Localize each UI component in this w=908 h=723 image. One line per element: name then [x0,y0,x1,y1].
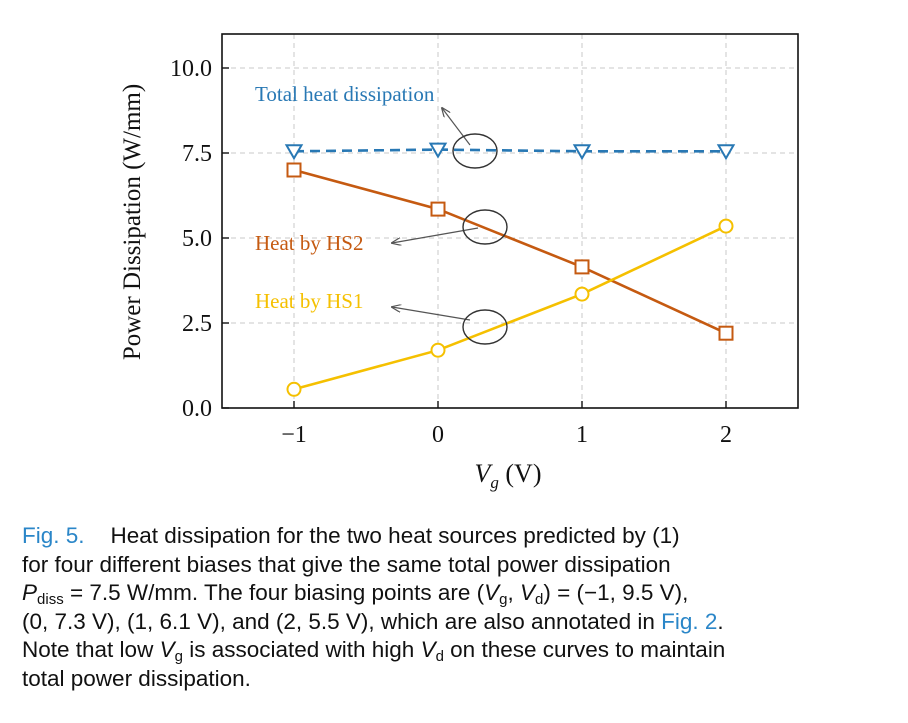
annotation-arrow [442,108,471,146]
data-point-circle [286,381,302,397]
data-point-square [286,162,302,178]
y-axis-label: Power Dissipation (W/mm) [119,84,146,360]
plot-frame [221,33,799,409]
data-point-triangle [284,144,304,161]
annotation-arrow [392,307,471,321]
series-label: Total heat dissipation [255,82,435,106]
x-tick-label: 2 [720,422,732,448]
data-point-circle [718,218,734,234]
data-point-square [718,325,734,341]
y-tick-label: 7.5 [182,141,212,167]
y-tick-label: 10.0 [170,56,212,82]
ticks: −1 0 1 2 0.0 2.5 5.0 7.5 10.0 [170,56,732,448]
annotation-ellipse [462,309,508,345]
series-heat-by-hs2 [286,162,734,341]
caption-line-6: total power dissipation. [22,665,251,691]
caption-line-5: Note that low Vg is associated with high… [22,637,726,665]
series-label: Heat by HS1 [255,289,364,313]
caption-line-1: Fig. 5. Heat dissipation for the two heat… [22,523,680,548]
x-axis-label: Vg (V) [475,459,542,492]
caption-line-2: for four different biases that give the … [22,551,671,577]
annotations: Total heat dissipation Heat by HS2 Heat by… [255,82,508,345]
figure-2-link[interactable]: Fig. 2 [661,608,718,634]
power-dissipation-chart: −1 0 1 2 0.0 2.5 5.0 7.5 10.0 Total heat dissipa… [119,33,799,492]
data-point-square [430,201,446,217]
data-point-circle [574,286,590,302]
series-layer [284,142,736,397]
caption-line-3: Pdiss = 7.5 W/mm. The four biasing point… [22,580,689,608]
annotation-ellipse [452,133,498,169]
series-heat-by-hs1 [286,218,734,397]
y-tick-label: 2.5 [182,311,212,337]
y-tick-label: 5.0 [182,226,212,252]
series-total-heat-dissipation [284,142,736,161]
series-line [293,148,726,153]
x-tick-label: 0 [432,422,444,448]
series-line [293,168,727,335]
series-label: Heat by HS2 [255,231,364,255]
data-point-circle [430,342,446,358]
x-tick-label: 1 [576,422,588,448]
x-tick-label: −1 [281,422,307,448]
annotation-ellipse [462,209,508,245]
data-point-triangle [572,144,592,161]
data-point-square [574,259,590,275]
series-line [293,224,727,391]
figure-label: Fig. 5. [22,523,85,548]
figure-caption: Fig. 5. Heat dissipation for the two heat… [22,522,888,693]
y-tick-label: 0.0 [182,396,212,422]
caption-line-4: (0, 7.3 V), (1, 6.1 V), and (2, 5.5 V), … [22,608,724,634]
data-point-triangle [716,144,736,161]
data-point-triangle [428,142,448,159]
